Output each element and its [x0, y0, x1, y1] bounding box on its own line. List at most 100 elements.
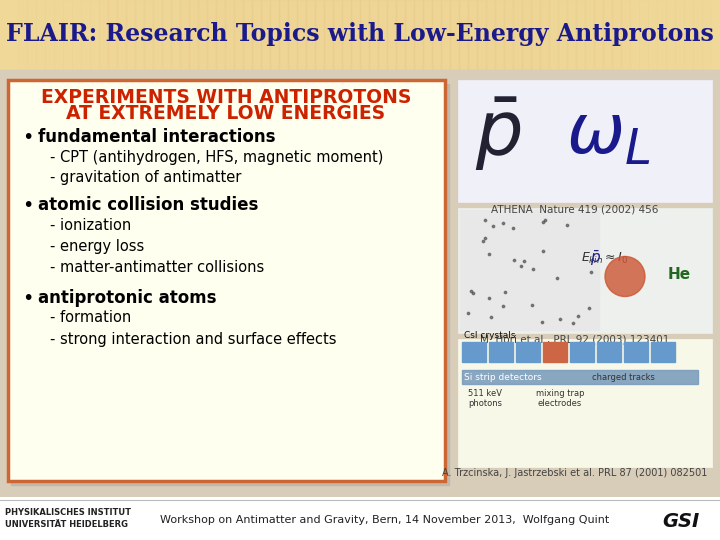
- Bar: [576, 0, 585, 70]
- Point: [462, 309, 474, 318]
- Bar: [477, 0, 486, 70]
- Text: - gravitation of antimatter: - gravitation of antimatter: [50, 170, 241, 185]
- Circle shape: [605, 256, 645, 296]
- Text: $\bar{p}$: $\bar{p}$: [590, 249, 601, 268]
- Text: $\omega_L$: $\omega_L$: [566, 100, 650, 167]
- Bar: [495, 0, 504, 70]
- Bar: [531, 0, 540, 70]
- Bar: [270, 0, 279, 70]
- Bar: [516, 342, 540, 362]
- Bar: [603, 0, 612, 70]
- Bar: [585, 0, 594, 70]
- Point: [518, 256, 530, 265]
- Bar: [36, 0, 45, 70]
- Text: •: •: [22, 197, 33, 215]
- Bar: [90, 0, 99, 70]
- Bar: [549, 0, 558, 70]
- Bar: [153, 0, 162, 70]
- Text: CsI crystals: CsI crystals: [464, 330, 516, 340]
- Bar: [378, 0, 387, 70]
- Bar: [630, 0, 639, 70]
- Bar: [252, 0, 261, 70]
- Bar: [342, 0, 351, 70]
- Bar: [54, 0, 63, 70]
- Bar: [288, 0, 297, 70]
- Bar: [624, 342, 648, 362]
- Text: A. Trzcinska, J. Jastrzebski et al. PRL 87 (2001) 082501: A. Trzcinska, J. Jastrzebski et al. PRL …: [442, 468, 708, 478]
- Bar: [405, 0, 414, 70]
- Text: GSI: GSI: [662, 512, 700, 531]
- Point: [480, 233, 491, 242]
- Bar: [441, 0, 450, 70]
- Bar: [297, 0, 306, 70]
- Text: antiprotonic atoms: antiprotonic atoms: [38, 288, 217, 307]
- Text: - strong interaction and surface effects: - strong interaction and surface effects: [50, 332, 336, 347]
- Text: UNIVERSITÄT HEIDELBERG: UNIVERSITÄT HEIDELBERG: [5, 520, 128, 529]
- Bar: [306, 0, 315, 70]
- Point: [483, 249, 495, 258]
- Text: mixing trap
electrodes: mixing trap electrodes: [536, 389, 584, 408]
- Bar: [459, 0, 468, 70]
- Point: [477, 237, 489, 246]
- Bar: [504, 0, 513, 70]
- Point: [508, 255, 519, 264]
- Bar: [432, 0, 441, 70]
- Text: •: •: [22, 129, 33, 147]
- Bar: [216, 0, 225, 70]
- Bar: [0, 0, 9, 70]
- Bar: [513, 0, 522, 70]
- Bar: [360, 0, 369, 70]
- Bar: [675, 0, 684, 70]
- Point: [498, 219, 509, 227]
- Bar: [651, 342, 675, 362]
- Text: 511 keV
photons: 511 keV photons: [468, 389, 502, 408]
- Bar: [458, 208, 712, 333]
- Bar: [135, 0, 144, 70]
- Bar: [369, 0, 378, 70]
- Point: [467, 289, 478, 298]
- Bar: [639, 0, 648, 70]
- Bar: [711, 0, 720, 70]
- Bar: [225, 0, 234, 70]
- Point: [499, 288, 510, 296]
- Bar: [189, 0, 198, 70]
- Text: Workshop on Antimatter and Gravity, Bern, 14 November 2013,  Wolfgang Quint: Workshop on Antimatter and Gravity, Bern…: [161, 515, 610, 525]
- Bar: [543, 342, 567, 362]
- Point: [507, 224, 518, 232]
- Bar: [351, 0, 360, 70]
- Bar: [414, 0, 423, 70]
- Text: - energy loss: - energy loss: [50, 239, 144, 254]
- Text: He: He: [668, 267, 691, 282]
- Bar: [558, 0, 567, 70]
- Text: - CPT (antihydrogen, HFS, magnetic moment): - CPT (antihydrogen, HFS, magnetic momen…: [50, 150, 383, 165]
- Point: [537, 218, 549, 226]
- Text: $E_{kin} \approx I_0$: $E_{kin} \approx I_0$: [581, 251, 629, 266]
- Point: [516, 262, 527, 271]
- Bar: [486, 0, 495, 70]
- Point: [582, 303, 594, 312]
- Text: M. Hori et al., PRL 92 (2003) 123401: M. Hori et al., PRL 92 (2003) 123401: [480, 335, 670, 345]
- Text: $\bar{p}$: $\bar{p}$: [474, 96, 521, 173]
- FancyBboxPatch shape: [8, 80, 445, 481]
- Point: [497, 302, 508, 310]
- Point: [567, 319, 579, 327]
- Point: [562, 221, 573, 230]
- Text: - ionization: - ionization: [50, 218, 131, 233]
- Bar: [9, 0, 18, 70]
- Bar: [72, 0, 81, 70]
- Bar: [567, 0, 576, 70]
- Text: atomic collision studies: atomic collision studies: [38, 197, 258, 214]
- Bar: [234, 0, 243, 70]
- Bar: [162, 0, 171, 70]
- Point: [552, 274, 563, 282]
- Bar: [423, 0, 432, 70]
- Bar: [108, 0, 117, 70]
- Bar: [171, 0, 180, 70]
- Point: [487, 222, 498, 231]
- Point: [485, 313, 497, 321]
- Text: - matter-antimatter collisions: - matter-antimatter collisions: [50, 260, 264, 275]
- Bar: [612, 0, 621, 70]
- Bar: [648, 0, 657, 70]
- Bar: [450, 0, 459, 70]
- Bar: [621, 0, 630, 70]
